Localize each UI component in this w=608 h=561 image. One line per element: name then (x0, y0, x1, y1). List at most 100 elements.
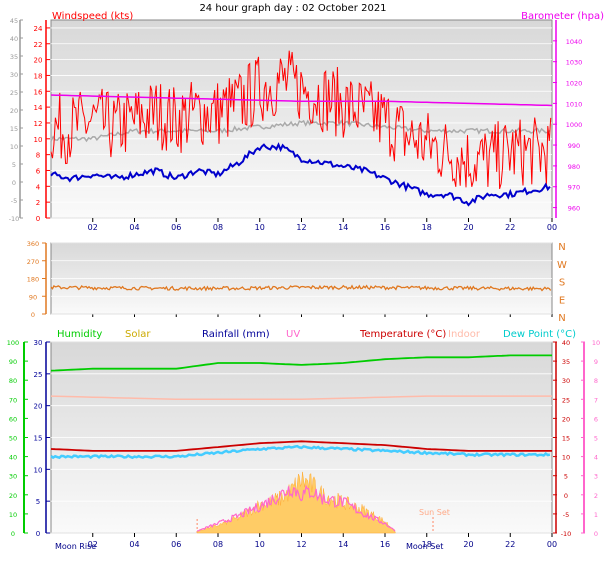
wind-tick-label: 10 (34, 136, 43, 144)
uv-tick-label: 4 (594, 454, 598, 462)
humidity-tick-label: 50 (9, 435, 17, 443)
wind-axis-title: Windspeed (kts) (52, 11, 133, 22)
outer-tick-label: 35 (10, 53, 18, 61)
compass-label: W (557, 260, 567, 271)
outer-tick-label: -5 (11, 197, 17, 205)
temperature-tick-label: -10 (561, 530, 572, 538)
uv-tick-label: 0 (594, 530, 598, 538)
x-tick-label: 00 (547, 223, 557, 232)
rain-tick-label: 20 (34, 403, 43, 411)
gust-series-line (50, 50, 552, 190)
direction-tick-label: 360 (27, 240, 39, 248)
compass-label: S (559, 278, 565, 289)
baro-tick-label: 990 (568, 142, 580, 150)
x-tick-label: 12 (296, 540, 306, 549)
uv-tick-label: 5 (594, 435, 598, 443)
temperature-tick-label: 25 (562, 396, 570, 404)
indoor-series-line (50, 395, 552, 401)
humidity-tick-label: 20 (9, 492, 17, 500)
outer-tick-label: 45 (10, 17, 18, 25)
rain-tick-label: 15 (34, 435, 43, 443)
temperature-tick-label: -5 (563, 511, 569, 519)
x-tick-label: 14 (338, 223, 348, 232)
x-tick-label: 22 (505, 540, 515, 549)
wind-tick-label: 0 (36, 215, 40, 223)
x-tick-label: 04 (129, 540, 139, 549)
outer-tick-label: 40 (10, 35, 18, 43)
legend-humidity: Humidity (57, 329, 102, 340)
x-tick-label: 08 (213, 540, 223, 549)
x-tick-label: 10 (255, 540, 265, 549)
outer-tick-label: 30 (10, 71, 18, 79)
wind-tick-label: 2 (36, 199, 40, 207)
baro-tick-label: 1010 (566, 100, 583, 108)
baro-tick-label: 970 (568, 184, 580, 192)
legend-solar: Solar (125, 329, 151, 340)
outer-tick-label: 15 (10, 125, 18, 133)
rain-tick-label: 25 (34, 371, 43, 379)
outer-tick-label: 10 (10, 143, 18, 151)
moon-rise-label: Moon Rise (55, 542, 96, 551)
uv-series-line (196, 484, 396, 532)
x-tick-label: 18 (422, 540, 432, 549)
direction-tick-label: 180 (27, 276, 39, 284)
temperature-tick-label: 20 (562, 415, 570, 423)
uv-tick-label: 7 (594, 396, 598, 404)
x-tick-label: 08 (213, 223, 223, 232)
legend-temperature: Temperature (°C) (359, 329, 446, 340)
wind-tick-label: 20 (34, 57, 43, 65)
temperature-tick-label: 15 (562, 435, 570, 443)
humidity-tick-label: 10 (9, 511, 17, 519)
rain-tick-label: 10 (34, 466, 43, 474)
temperature-tick-label: 35 (562, 358, 570, 366)
wind-tick-label: 18 (34, 72, 43, 80)
wind-tick-label: 4 (36, 183, 41, 191)
uv-tick-label: 8 (594, 377, 598, 385)
humidity-tick-label: 100 (7, 339, 19, 347)
dew-point-series-line (50, 444, 551, 460)
baro-tick-label: 1020 (566, 80, 583, 88)
rain-tick-label: 30 (34, 339, 43, 347)
temperature-tick-label: 40 (562, 339, 570, 347)
x-tick-label: 10 (255, 223, 265, 232)
uv-tick-label: 3 (594, 473, 598, 481)
wind-tick-label: 6 (36, 167, 41, 175)
wind-tick-label: 22 (34, 41, 43, 49)
humidity-tick-label: 80 (9, 377, 17, 385)
x-tick-label: 00 (547, 540, 557, 549)
wind-tick-label: 12 (34, 120, 43, 128)
legend-dew: Dew Point (°C) (503, 329, 576, 340)
x-tick-label: 22 (505, 223, 515, 232)
wind-tick-label: 16 (34, 88, 43, 96)
humidity-tick-label: 90 (9, 358, 17, 366)
uv-tick-label: 9 (594, 358, 598, 366)
baro-tick-label: 960 (568, 205, 580, 213)
x-tick-label: 16 (380, 540, 390, 549)
uv-tick-label: 6 (594, 415, 598, 423)
chart-title: 24 hour graph day : 02 October 2021 (199, 3, 386, 14)
wind-tick-label: 14 (34, 104, 43, 112)
temperature-tick-label: 0 (564, 492, 568, 500)
compass-label: N (558, 242, 565, 253)
x-tick-label: 06 (171, 223, 181, 232)
baro-tick-label: 1000 (566, 121, 583, 129)
uv-tick-label: 2 (594, 492, 598, 500)
baro-tick-label: 980 (568, 163, 580, 171)
baro-tick-label: 1030 (566, 59, 583, 67)
rain-tick-label: 0 (36, 530, 40, 538)
direction-tick-label: 90 (29, 293, 37, 301)
uv-tick-label: 1 (594, 511, 598, 519)
temperature-tick-label: 10 (562, 454, 570, 462)
humidity-tick-label: 60 (9, 415, 17, 423)
x-tick-label: 18 (422, 223, 432, 232)
compass-label: N (558, 313, 565, 324)
x-tick-label: 16 (380, 223, 390, 232)
humidity-tick-label: 70 (9, 396, 17, 404)
average-wind-series-line (50, 142, 551, 207)
direction-series-line (50, 284, 552, 292)
x-tick-label: 20 (463, 540, 473, 549)
outer-tick-label: 5 (12, 161, 16, 169)
compass-label: E (559, 295, 565, 306)
x-tick-label: 06 (171, 540, 181, 549)
